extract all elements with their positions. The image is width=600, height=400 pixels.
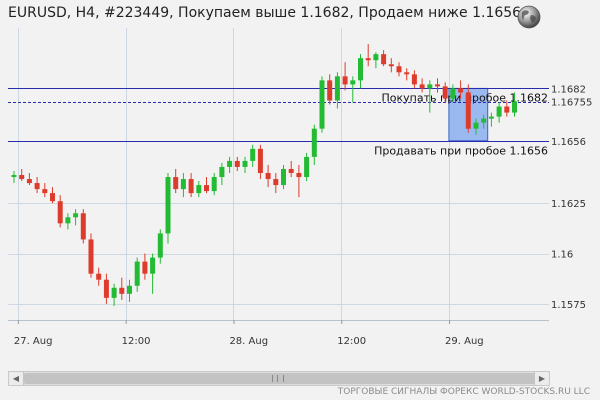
y-tick-label: 1.16755 (551, 98, 592, 109)
scrollbar-thumb[interactable] (24, 373, 535, 384)
candle-up (65, 217, 71, 224)
candle-down (419, 84, 425, 89)
candle-down (173, 177, 179, 190)
candle-up (281, 168, 286, 186)
candle-up (180, 179, 186, 190)
x-tick-label: 28. Aug (229, 336, 268, 347)
candle-down (34, 183, 40, 190)
candle-up (196, 185, 202, 194)
candle-down (257, 148, 263, 173)
arrow-left-icon[interactable]: ◀ (9, 372, 24, 385)
footer-copyright: ТОРГОВЫЕ СИГНАЛЫ ФОРЕКС WORLD-STOCKS.RU … (337, 387, 590, 397)
candle-down (26, 179, 32, 184)
candle-up (512, 101, 517, 113)
candle-down (342, 76, 348, 85)
globe-icon[interactable] (514, 2, 544, 32)
scrollbar-grip-icon (272, 375, 284, 382)
candle-down (119, 287, 125, 294)
candle-up (250, 148, 256, 161)
candle-down (234, 160, 240, 167)
candle-down (411, 74, 417, 85)
candle-up (150, 257, 156, 274)
candle-down (442, 86, 448, 99)
candle-down (388, 64, 394, 67)
candle-down (42, 189, 48, 194)
y-tick-label: 1.16 (551, 250, 573, 261)
candle-down (381, 54, 387, 65)
candle-down (504, 106, 510, 113)
candle-up (11, 175, 17, 178)
y-tick-label: 1.1575 (551, 300, 586, 311)
y-tick-label: 1.1682 (551, 84, 586, 95)
candle-down (188, 179, 194, 194)
candle-up (73, 213, 79, 218)
candle-down (273, 179, 279, 186)
candle-down (142, 261, 148, 274)
candle-down (365, 58, 371, 61)
x-tick-label: 27. Aug (14, 336, 53, 347)
chart-title: EURUSD, H4, #223449, Покупаем выше 1.168… (8, 5, 522, 21)
candle-down (204, 185, 209, 192)
candle-up (334, 76, 340, 101)
candle-up (473, 122, 479, 129)
candle-up (111, 287, 117, 298)
candle-down (296, 172, 302, 178)
candle-down (465, 92, 471, 129)
candle-up (134, 261, 140, 286)
candle-up (127, 285, 132, 294)
candle-down (80, 213, 86, 240)
candle-up (242, 160, 248, 167)
candle-up (427, 84, 433, 89)
candle-up (358, 58, 363, 81)
candle-up (165, 177, 171, 234)
x-tick-label: 29. Aug (445, 336, 484, 347)
x-tick-label: 12:00 (337, 336, 366, 347)
candle-up (319, 80, 325, 129)
candle-up (350, 80, 356, 85)
candle-up (481, 118, 487, 123)
candle-down (458, 88, 464, 93)
candle-down (435, 84, 440, 87)
candle-up (157, 233, 163, 258)
candle-up (373, 54, 379, 61)
candle-down (57, 201, 63, 224)
candle-up (496, 106, 502, 117)
candle-down (19, 175, 25, 180)
candle-down (103, 279, 109, 298)
candle-up (227, 160, 233, 167)
arrow-right-icon[interactable]: ▶ (534, 372, 549, 385)
candle-down (288, 168, 294, 173)
horizontal-scrollbar[interactable]: ◀ ▶ (8, 371, 550, 386)
y-tick-label: 1.1625 (551, 199, 586, 210)
candle-up (488, 116, 494, 119)
candle-up (450, 88, 456, 99)
candle-up (311, 128, 317, 157)
candle-down (327, 80, 333, 101)
candle-down (404, 72, 410, 75)
x-tick-label: 12:00 (122, 336, 151, 347)
candle-down (88, 239, 94, 274)
candle-up (219, 166, 225, 178)
candle-up (304, 156, 310, 178)
level-label-sell: Продавать при пробое 1.1656 (374, 145, 548, 158)
candle-down (265, 172, 271, 180)
y-tick-label: 1.1656 (551, 137, 586, 148)
candle-down (96, 273, 102, 280)
candle-up (211, 177, 217, 192)
candle-down (50, 193, 55, 202)
candle-down (396, 66, 402, 73)
